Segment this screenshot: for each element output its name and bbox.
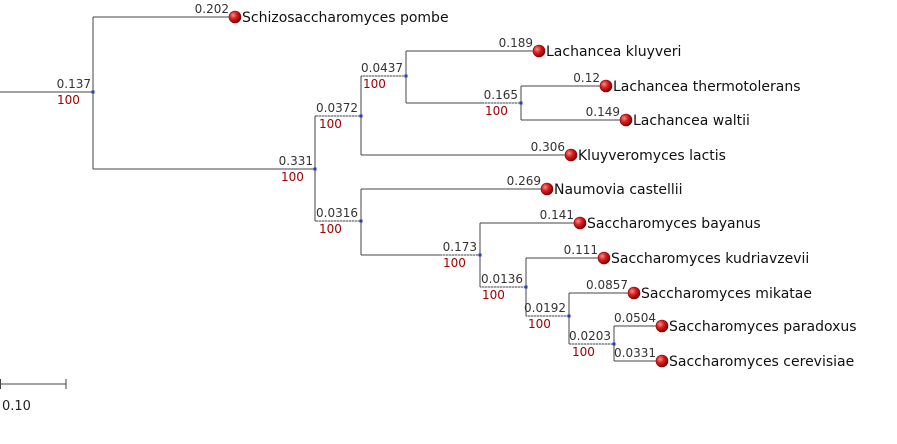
branch-length-label: 0.0192 xyxy=(524,301,566,315)
internal-node-dot xyxy=(478,253,482,257)
branch-length-label: 0.0437 xyxy=(361,61,403,75)
taxon-name-label: Saccharomyces bayanus xyxy=(587,216,761,232)
bootstrap-label: 100 xyxy=(482,288,505,302)
bootstrap-label: 100 xyxy=(319,222,342,236)
bootstrap-label: 100 xyxy=(57,93,80,107)
branch-length-label: 0.331 xyxy=(279,154,313,168)
internal-node-dot xyxy=(313,167,317,171)
branch-length-label: 0.0136 xyxy=(481,272,523,286)
branch-length-label: 0.111 xyxy=(564,243,598,257)
branch-length-label: 0.306 xyxy=(531,140,565,154)
tree-branches xyxy=(0,16,662,362)
branch-length-label: 0.0372 xyxy=(316,101,358,115)
scale-bar-label: 0.10 xyxy=(2,399,31,414)
branch-length-label: 0.269 xyxy=(507,174,541,188)
leaf-node-marker xyxy=(655,319,669,333)
internal-node-dot xyxy=(524,285,528,289)
tree-nodes xyxy=(91,10,669,368)
leaf-node-marker xyxy=(540,182,554,196)
internal-node-dot xyxy=(567,314,571,318)
bootstrap-label: 100 xyxy=(363,77,386,91)
taxon-name-label: Lachancea kluyveri xyxy=(546,44,681,60)
leaf-node-marker xyxy=(228,10,242,24)
leaf-node-marker xyxy=(532,44,546,58)
taxon-name-label: Naumovia castellii xyxy=(554,182,683,198)
branch-length-label: 0.0504 xyxy=(614,311,656,325)
bootstrap-label: 100 xyxy=(485,104,508,118)
leaf-node-marker xyxy=(597,251,611,265)
leaf-node-marker xyxy=(573,216,587,230)
leaf-node-marker xyxy=(655,354,669,368)
internal-node-dot xyxy=(519,101,523,105)
leaf-node-marker xyxy=(627,286,641,300)
branch-length-label: 0.173 xyxy=(443,240,477,254)
taxon-name-label: Schizosaccharomyces pombe xyxy=(242,10,449,26)
taxon-name-label: Lachancea waltii xyxy=(633,113,750,129)
taxon-name-label: Kluyveromyces lactis xyxy=(578,148,726,164)
taxon-name-label: Saccharomyces cerevisiae xyxy=(669,354,854,370)
bootstrap-label: 100 xyxy=(281,170,304,184)
branch-length-label: 0.165 xyxy=(484,88,518,102)
internal-node-dot xyxy=(359,114,363,118)
bootstrap-label: 100 xyxy=(319,117,342,131)
internal-node-dot xyxy=(612,342,616,346)
branch-length-label: 0.12 xyxy=(573,71,600,85)
taxon-name-label: Lachancea thermotolerans xyxy=(613,79,801,95)
tree-labels: 0.137 100 0.331 100 0.0372 100 0.0437 100 0.165 1… xyxy=(57,2,857,370)
leaf-node-marker xyxy=(599,79,613,93)
bootstrap-label: 100 xyxy=(572,345,595,359)
branch-length-label: 0.0316 xyxy=(316,206,358,220)
branch-length-label: 0.202 xyxy=(195,2,229,16)
branch-length-label: 0.0331 xyxy=(614,346,656,360)
leaf-node-marker xyxy=(564,148,578,162)
internal-node-dot xyxy=(359,219,363,223)
branch-length-label: 0.0857 xyxy=(586,278,628,292)
branch-length-label: 0.141 xyxy=(540,208,574,222)
taxon-name-label: Saccharomyces mikatae xyxy=(641,286,812,302)
bootstrap-label: 100 xyxy=(528,317,551,331)
branch-length-label: 0.189 xyxy=(499,36,533,50)
taxon-name-label: Saccharomyces paradoxus xyxy=(669,319,857,335)
taxon-name-label: Saccharomyces kudriavzevii xyxy=(611,251,809,267)
branch-length-label: 0.149 xyxy=(586,105,620,119)
leaf-node-marker xyxy=(619,113,633,127)
branch-length-label: 0.0203 xyxy=(569,329,611,343)
internal-node-dot xyxy=(404,74,408,78)
branch-length-label: 0.137 xyxy=(57,77,91,91)
bootstrap-label: 100 xyxy=(443,256,466,270)
scale-bar: 0.10 xyxy=(0,379,67,414)
internal-node-dot xyxy=(91,90,95,94)
